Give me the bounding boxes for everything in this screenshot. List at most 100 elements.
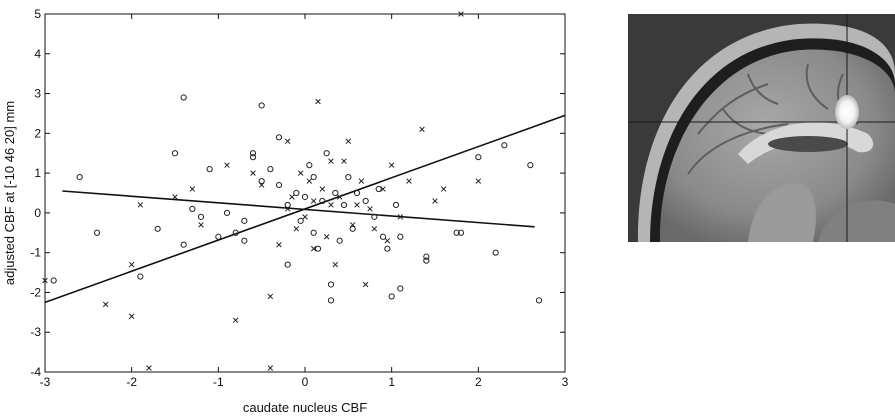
- point-cross: [380, 186, 386, 192]
- point-circle: [362, 197, 369, 205]
- point-cross: [310, 245, 317, 252]
- y-tick-label: 3: [34, 87, 41, 101]
- point-cross: [267, 365, 274, 371]
- x-axis-label: caudate nucleus CBF: [243, 400, 367, 415]
- point-cross: [406, 178, 412, 184]
- point-circle: [371, 213, 378, 220]
- x-tick-label: -3: [40, 375, 51, 389]
- point-cross: [419, 126, 425, 133]
- point-circle: [392, 201, 400, 209]
- point-circle: [527, 162, 534, 169]
- point-cross: [336, 194, 343, 200]
- point-circle: [267, 166, 274, 173]
- point-cross: [297, 170, 304, 176]
- point-cross: [293, 226, 300, 232]
- point-circle: [375, 185, 382, 193]
- x-tick-label: 2: [475, 375, 482, 389]
- mri-brain-image: [628, 14, 895, 242]
- point-cross: [328, 202, 334, 208]
- point-cross: [475, 178, 482, 184]
- y-axis-label: adjusted CBF at [-10 46 20] mm: [2, 101, 17, 285]
- x-tick-label: -1: [213, 375, 224, 389]
- x-tick-label: -2: [126, 375, 137, 389]
- data-points: [42, 11, 543, 371]
- point-circle: [275, 181, 283, 189]
- point-circle: [171, 150, 179, 157]
- point-cross: [323, 234, 330, 240]
- point-circle: [323, 150, 330, 157]
- point-cross: [250, 170, 256, 176]
- point-cross: [315, 98, 321, 105]
- point-cross: [267, 293, 274, 300]
- point-cross: [128, 313, 135, 320]
- y-tick-label: -3: [30, 325, 41, 339]
- point-circle: [310, 229, 317, 236]
- point-cross: [289, 194, 295, 200]
- point-cross: [284, 206, 291, 212]
- point-circle: [535, 297, 543, 304]
- point-cross: [458, 11, 464, 17]
- point-circle: [423, 257, 430, 264]
- point-circle: [345, 173, 352, 181]
- point-circle: [284, 201, 291, 209]
- y-tick-label: -1: [30, 246, 41, 260]
- point-cross: [284, 138, 291, 145]
- point-cross: [42, 277, 48, 284]
- point-circle: [249, 150, 257, 157]
- point-cross: [440, 186, 447, 192]
- point-circle: [249, 154, 257, 161]
- point-circle: [241, 237, 248, 244]
- point-circle: [397, 233, 404, 240]
- point-circle: [314, 245, 322, 252]
- point-circle: [258, 177, 265, 185]
- point-circle: [327, 297, 335, 304]
- point-circle: [241, 217, 248, 224]
- point-cross: [354, 202, 360, 208]
- point-circle: [397, 285, 404, 292]
- point-circle: [306, 162, 313, 169]
- point-cross: [302, 214, 308, 220]
- point-circle: [154, 225, 161, 232]
- point-circle: [336, 237, 343, 244]
- point-circle: [215, 233, 222, 240]
- point-cross: [306, 178, 313, 184]
- point-cross: [198, 222, 204, 228]
- point-circle: [258, 102, 265, 109]
- point-circle: [423, 253, 430, 260]
- y-tick-label: 4: [34, 47, 41, 61]
- point-cross: [310, 198, 317, 204]
- point-circle: [189, 205, 196, 213]
- point-circle: [180, 241, 187, 248]
- x-tick-label: 1: [388, 375, 395, 389]
- regression-line-2: [62, 190, 535, 228]
- point-cross: [371, 226, 378, 232]
- x-tick-label: 0: [302, 375, 309, 389]
- point-cross: [258, 182, 265, 188]
- point-cross: [232, 317, 239, 324]
- point-circle: [453, 229, 460, 236]
- y-tick-label: -4: [30, 365, 41, 379]
- point-cross: [128, 261, 135, 268]
- point-cross: [146, 365, 152, 371]
- plot-frame: [44, 13, 566, 373]
- point-circle: [332, 189, 339, 197]
- fit-lines: [44, 114, 566, 304]
- point-circle: [284, 261, 291, 268]
- point-circle: [206, 166, 213, 173]
- point-cross: [362, 281, 369, 288]
- point-cross: [388, 162, 395, 168]
- point-circle: [327, 281, 335, 288]
- point-circle: [349, 225, 356, 232]
- point-circle: [501, 142, 508, 149]
- point-circle: [379, 233, 387, 240]
- point-circle: [297, 217, 304, 224]
- point-cross: [172, 194, 178, 200]
- point-cross: [328, 158, 334, 164]
- point-cross: [332, 261, 339, 268]
- y-tick-label: 1: [34, 166, 41, 180]
- y-tick-label: 5: [34, 7, 41, 21]
- point-circle: [293, 189, 300, 197]
- point-circle: [180, 94, 187, 101]
- point-circle: [223, 209, 231, 216]
- point-cross: [224, 162, 230, 168]
